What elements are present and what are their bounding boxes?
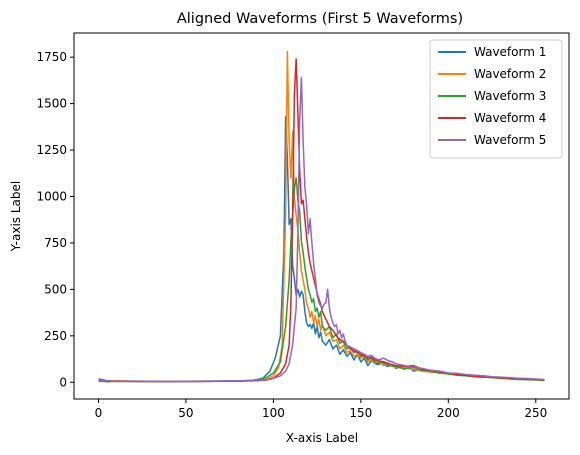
legend-label-5: Waveform 5 — [474, 133, 546, 147]
y-tick-label: 0 — [59, 375, 67, 389]
y-tick-label: 1750 — [36, 50, 67, 64]
y-tick-label: 1500 — [36, 97, 67, 111]
y-tick-label: 1250 — [36, 143, 67, 157]
x-axis-label: X-axis Label — [286, 431, 358, 445]
y-axis: 0 250 500 750 1000 1250 1500 1750 — [36, 50, 74, 389]
legend-box — [429, 39, 563, 159]
y-tick-label: 1000 — [36, 189, 67, 203]
legend: Waveform 1 Waveform 2 Waveform 3 Waveform 4… — [429, 39, 563, 159]
y-tick-label: 500 — [44, 282, 67, 296]
chart-title: Aligned Waveforms (First 5 Waveforms) — [177, 11, 463, 27]
legend-label-1: Waveform 1 — [474, 45, 546, 59]
plot-area — [98, 50, 545, 383]
series-line-3 — [98, 177, 545, 383]
x-tick-label: 150 — [349, 406, 372, 420]
x-tick-label: 250 — [524, 406, 547, 420]
legend-label-3: Waveform 3 — [474, 89, 546, 103]
x-tick-label: 100 — [262, 406, 285, 420]
y-tick-label: 250 — [44, 329, 67, 343]
x-tick-label: 0 — [95, 406, 103, 420]
series-line-5 — [98, 76, 545, 383]
x-tick-label: 200 — [437, 406, 460, 420]
axes-frame — [73, 32, 570, 400]
legend-label-2: Waveform 2 — [474, 67, 546, 81]
legend-label-4: Waveform 4 — [474, 111, 546, 125]
y-axis-label: Y-axis Label — [9, 181, 23, 252]
x-axis: 0 50 100 150 200 250 — [95, 399, 547, 420]
x-tick-label: 50 — [178, 406, 193, 420]
y-tick-label: 750 — [44, 236, 67, 250]
